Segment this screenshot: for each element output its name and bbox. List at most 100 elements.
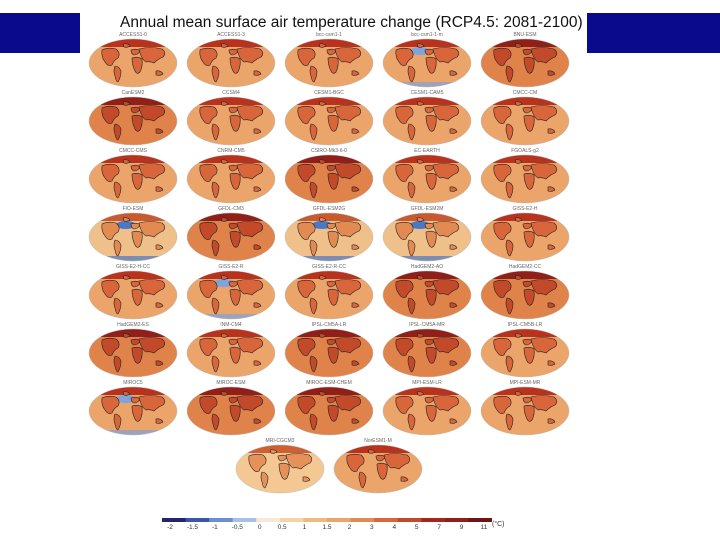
world-map: [88, 38, 178, 88]
model-map-panel: CCSM4: [182, 90, 280, 148]
world-map: [88, 270, 178, 320]
model-map-panel: CanESM2: [84, 90, 182, 148]
model-map-panel: CSIRO-Mk3-6-0: [280, 148, 378, 206]
model-name-label: MIROC-ESM-CHEM: [306, 380, 352, 386]
model-name-label: bcc-csm1-1-m: [411, 32, 443, 38]
world-map: [88, 328, 178, 378]
model-name-label: ACCESS1-0: [119, 32, 147, 38]
world-map: [382, 154, 472, 204]
model-map-panel: CESM1-CAM5: [378, 90, 476, 148]
world-map: [480, 212, 570, 262]
model-map-panel: MRI-CGCM3: [231, 438, 329, 496]
world-map: [382, 38, 472, 88]
colorbar-tick-label: -1: [211, 524, 218, 531]
model-map-panel: bcc-csm1-1-m: [378, 32, 476, 90]
model-map-panel: bcc-csm1-1: [280, 32, 378, 90]
colorbar-segment: [209, 518, 234, 522]
model-map-panel: IPSL-CM5B-LR: [476, 322, 574, 380]
model-map-panel: FGOALS-g2: [476, 148, 574, 206]
figure-title: Annual mean surface air temperature chan…: [120, 14, 583, 31]
world-map: [284, 154, 374, 204]
model-map-panel: HadGEM2-CC: [476, 264, 574, 322]
world-map: [284, 270, 374, 320]
model-map-panel: MIROC5: [84, 380, 182, 438]
world-map: [186, 270, 276, 320]
colorbar-tick-label: 2: [347, 524, 352, 531]
model-name-label: HadGEM2-AO: [410, 264, 444, 270]
model-map-panel: ACCESS1-3: [182, 32, 280, 90]
model-map-panel: FIO-ESM: [84, 206, 182, 264]
model-map-panel: EC-EARTH: [378, 148, 476, 206]
model-map-panel: CNRM-CM5: [182, 148, 280, 206]
model-map-panel: GFDL-CM3: [182, 206, 280, 264]
colorbar-tick-label: 4: [392, 524, 397, 531]
world-map: [480, 154, 570, 204]
colorbar-segment: [185, 518, 210, 522]
colorbar-segment: [232, 518, 257, 522]
colorbar-tick-label: 0: [257, 524, 262, 531]
colorbar-tick-label: 11: [480, 524, 488, 531]
model-map-panel: CMCC-CM: [476, 90, 574, 148]
model-name-label: IPSL-CM5A-LR: [311, 322, 347, 328]
model-name-label: bcc-csm1-1: [316, 32, 342, 38]
world-map: [382, 328, 472, 378]
model-name-label: IPSL-CM5A-MR: [409, 322, 445, 328]
colorbar-segment: [468, 518, 492, 522]
model-map-panel: GISS-E2-R: [182, 264, 280, 322]
model-map-panel: MPI-ESM-MR: [476, 380, 574, 438]
world-map: [480, 38, 570, 88]
colorbar-segment: [350, 518, 375, 522]
colorbar-segment: [279, 518, 304, 522]
model-map-panel: GISS-E2-H-CC: [84, 264, 182, 322]
model-name-label: IPSL-CM5B-LR: [507, 322, 543, 328]
world-map: [186, 38, 276, 88]
model-name-label: EC-EARTH: [414, 148, 440, 154]
model-name-label: GFDL-CM3: [218, 206, 244, 212]
header-band-left: [0, 13, 80, 53]
model-map-panel: MIROC-ESM-CHEM: [280, 380, 378, 438]
model-name-label: CNRM-CM5: [217, 148, 245, 154]
model-name-label: MIROC5: [123, 380, 143, 386]
model-name-label: FIO-ESM: [122, 206, 144, 212]
colorbar-tick-label: 7: [437, 524, 441, 531]
model-map-panel: BNU-ESM: [476, 32, 574, 90]
world-map: [480, 96, 570, 146]
world-map: [186, 154, 276, 204]
world-map: [480, 328, 570, 378]
world-map: [235, 444, 325, 494]
world-map: [88, 212, 178, 262]
colorbar-segment: [303, 518, 328, 522]
header-band-right: [587, 13, 720, 53]
colorbar-tick-label: 3: [370, 524, 374, 531]
model-map-panel: GISS-E2-H: [476, 206, 574, 264]
colorbar-tick-label: -0.5: [231, 524, 243, 531]
model-name-label: INM-CM4: [220, 322, 242, 328]
model-name-label: MPI-ESM-LR: [412, 380, 442, 386]
model-map-panel: HadGEM2-ES: [84, 322, 182, 380]
colorbar-segment: [444, 518, 469, 522]
world-map: [88, 386, 178, 436]
model-map-panel: MIROC-ESM: [182, 380, 280, 438]
model-name-label: CMCC-CMS: [119, 148, 147, 154]
model-map-figure: Annual mean surface air temperature chan…: [80, 8, 587, 540]
world-map: [284, 328, 374, 378]
model-map-panel: GFDL-ESM2M: [378, 206, 476, 264]
model-name-label: CMCC-CM: [512, 90, 538, 96]
world-map: [88, 154, 178, 204]
model-name-label: HadGEM2-ES: [117, 322, 149, 328]
world-map: [284, 96, 374, 146]
world-map: [382, 96, 472, 146]
colorbar-tick-label: -1.5: [186, 524, 199, 531]
colorbar-tick-label: 9: [459, 524, 464, 531]
model-name-label: CESM1-BGC: [314, 90, 344, 96]
world-map: [186, 96, 276, 146]
model-map-panel: HadGEM2-AO: [378, 264, 476, 322]
world-map: [284, 38, 374, 88]
model-name-label: GISS-E2-H-CC: [116, 264, 150, 270]
model-map-panel: IPSL-CM5A-LR: [280, 322, 378, 380]
model-map-panel: IPSL-CM5A-MR: [378, 322, 476, 380]
model-map-panel: GISS-E2-R-CC: [280, 264, 378, 322]
model-name-label: BNU-ESM: [513, 32, 537, 38]
model-name-label: MPI-ESM-MR: [509, 380, 541, 386]
world-map: [480, 270, 570, 320]
